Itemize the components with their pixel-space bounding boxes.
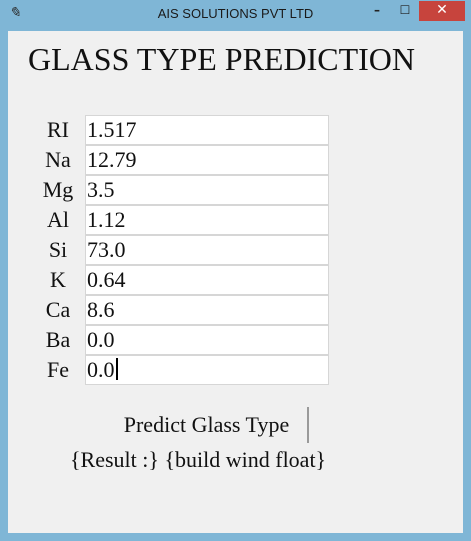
mg-input[interactable]: 3.5 bbox=[85, 175, 329, 205]
al-input[interactable]: 1.12 bbox=[85, 205, 329, 235]
feather-icon: ✎ bbox=[9, 5, 21, 21]
field-row-ba: Ba 0.0 bbox=[38, 325, 338, 355]
field-label-si: Si bbox=[48, 237, 68, 262]
fe-input-value: 0.0 bbox=[87, 357, 115, 382]
maximize-button[interactable]: ☐ bbox=[399, 3, 411, 17]
field-row-ri: RI 1.517 bbox=[38, 115, 338, 145]
text-caret bbox=[115, 358, 118, 380]
close-button[interactable]: ✕ bbox=[419, 1, 465, 21]
field-row-na: Na 12.79 bbox=[38, 145, 338, 175]
ca-input[interactable]: 8.6 bbox=[85, 295, 329, 325]
field-row-fe: Fe 0.0 bbox=[38, 355, 338, 385]
result-label: {Result :} {build wind float} bbox=[70, 447, 327, 472]
field-row-mg: Mg 3.5 bbox=[38, 175, 338, 205]
field-row-k: K 0.64 bbox=[38, 265, 338, 295]
field-row-al: Al 1.12 bbox=[38, 205, 338, 235]
client-area: GLASS TYPE PREDICTION RI 1.517 Na 12.79 … bbox=[8, 31, 463, 533]
title-bar[interactable]: ✎ AIS SOLUTIONS PVT LTD – ☐ ✕ bbox=[0, 0, 471, 30]
field-row-ca: Ca 8.6 bbox=[38, 295, 338, 325]
field-label-fe: Fe bbox=[47, 357, 69, 382]
field-label-ri: RI bbox=[47, 117, 69, 142]
si-input[interactable]: 73.0 bbox=[85, 235, 329, 265]
predict-button[interactable]: Predict Glass Type bbox=[106, 407, 309, 443]
field-label-ca: Ca bbox=[45, 297, 71, 322]
field-label-mg: Mg bbox=[42, 177, 74, 202]
field-label-k: K bbox=[50, 267, 66, 292]
ri-input[interactable]: 1.517 bbox=[85, 115, 329, 145]
page-title: GLASS TYPE PREDICTION bbox=[28, 41, 415, 77]
field-label-na: Na bbox=[45, 147, 71, 172]
field-label-ba: Ba bbox=[45, 327, 71, 352]
na-input[interactable]: 12.79 bbox=[85, 145, 329, 175]
fe-input[interactable]: 0.0 bbox=[85, 355, 329, 385]
minimize-button[interactable]: – bbox=[374, 3, 380, 17]
field-row-si: Si 73.0 bbox=[38, 235, 338, 265]
ba-input[interactable]: 0.0 bbox=[85, 325, 329, 355]
k-input[interactable]: 0.64 bbox=[85, 265, 329, 295]
field-label-al: Al bbox=[47, 207, 69, 232]
window-title: AIS SOLUTIONS PVT LTD bbox=[157, 6, 314, 21]
